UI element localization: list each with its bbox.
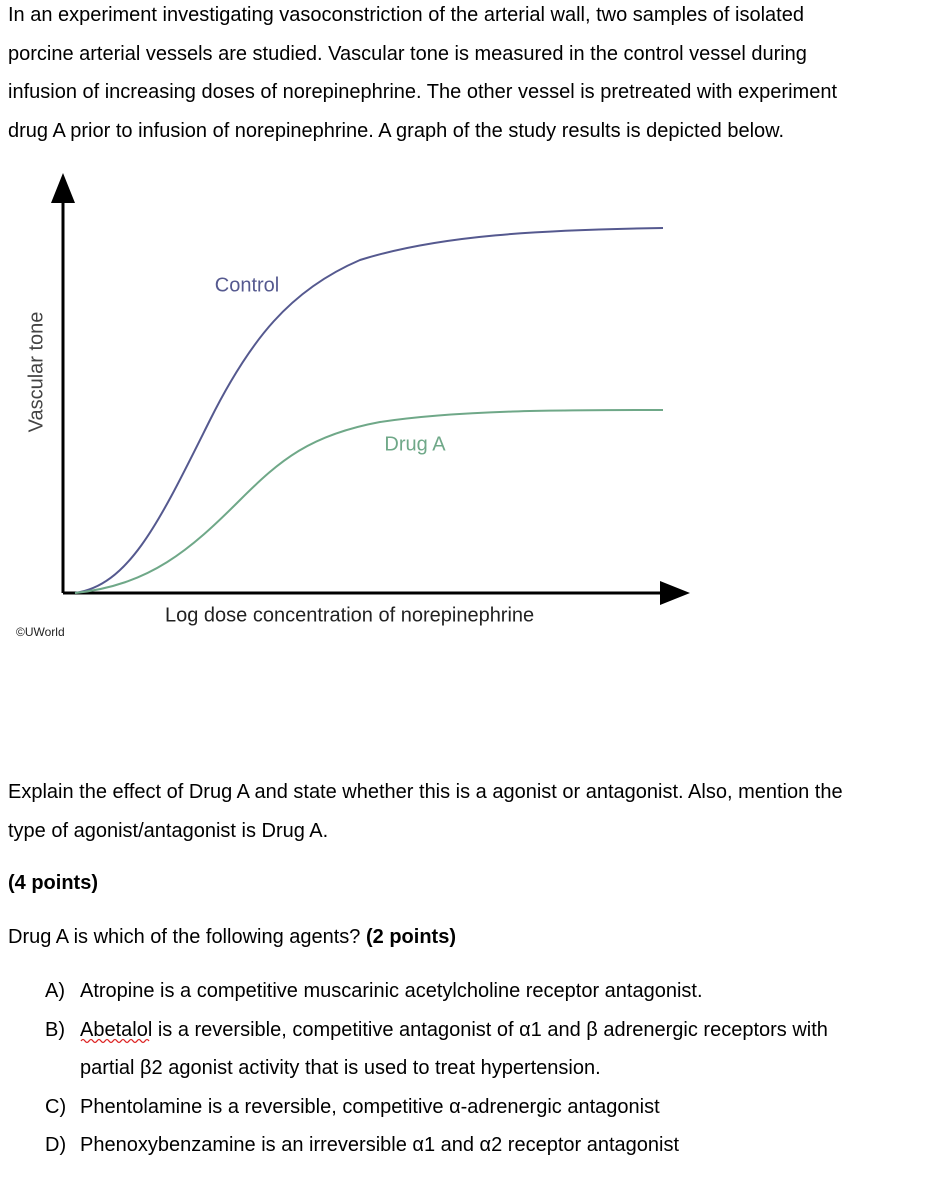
option-text: Abetalol is a reversible, competitive an… <box>80 1018 828 1041</box>
points: (4 points) <box>8 872 98 894</box>
paragraph-line: In an experiment investigating vasoconst… <box>8 4 804 26</box>
curve-label: Drug A <box>384 433 446 455</box>
y-axis-label: Vascular tone <box>25 312 47 433</box>
option-text: Phentolamine is a reversible, competitiv… <box>80 1095 660 1118</box>
paragraph-line: porcine arterial vessels are studied. Va… <box>8 42 807 65</box>
paragraph-line: drug A prior to infusion of norepinephri… <box>8 120 785 143</box>
question-line: type of agonist/antagonist is Drug A. <box>8 820 329 842</box>
option-text: partial β2 agonist activity that is used… <box>80 1057 601 1079</box>
control-curve <box>74 227 664 594</box>
option-letter: D) <box>45 1134 67 1156</box>
option-text: Phenoxybenzamine is an irreversible α1 a… <box>80 1134 680 1156</box>
x-axis-label: Log dose concentration of norepinephrine <box>165 604 534 626</box>
points: (2 points) <box>366 926 456 948</box>
question-line: Explain the effect of Drug A and state w… <box>8 781 843 803</box>
figure: Control Drug A Vascular tone Log dose co… <box>16 173 690 639</box>
credit: ©UWorld <box>16 625 65 639</box>
mcq-stem: Drug A is which of the following agents?… <box>8 925 456 949</box>
option-letter: B) <box>45 1018 65 1041</box>
option-letter: C) <box>45 1095 67 1118</box>
curve-label: Control <box>215 274 279 296</box>
option-letter: A) <box>45 980 65 1002</box>
stem-text: Drug A is which of the following agents? <box>8 926 361 948</box>
drug-a-curve <box>74 409 664 594</box>
option-text: Atropine is a competitive muscarinic ace… <box>80 980 703 1002</box>
paragraph-line: infusion of increasing doses of norepine… <box>8 81 837 104</box>
